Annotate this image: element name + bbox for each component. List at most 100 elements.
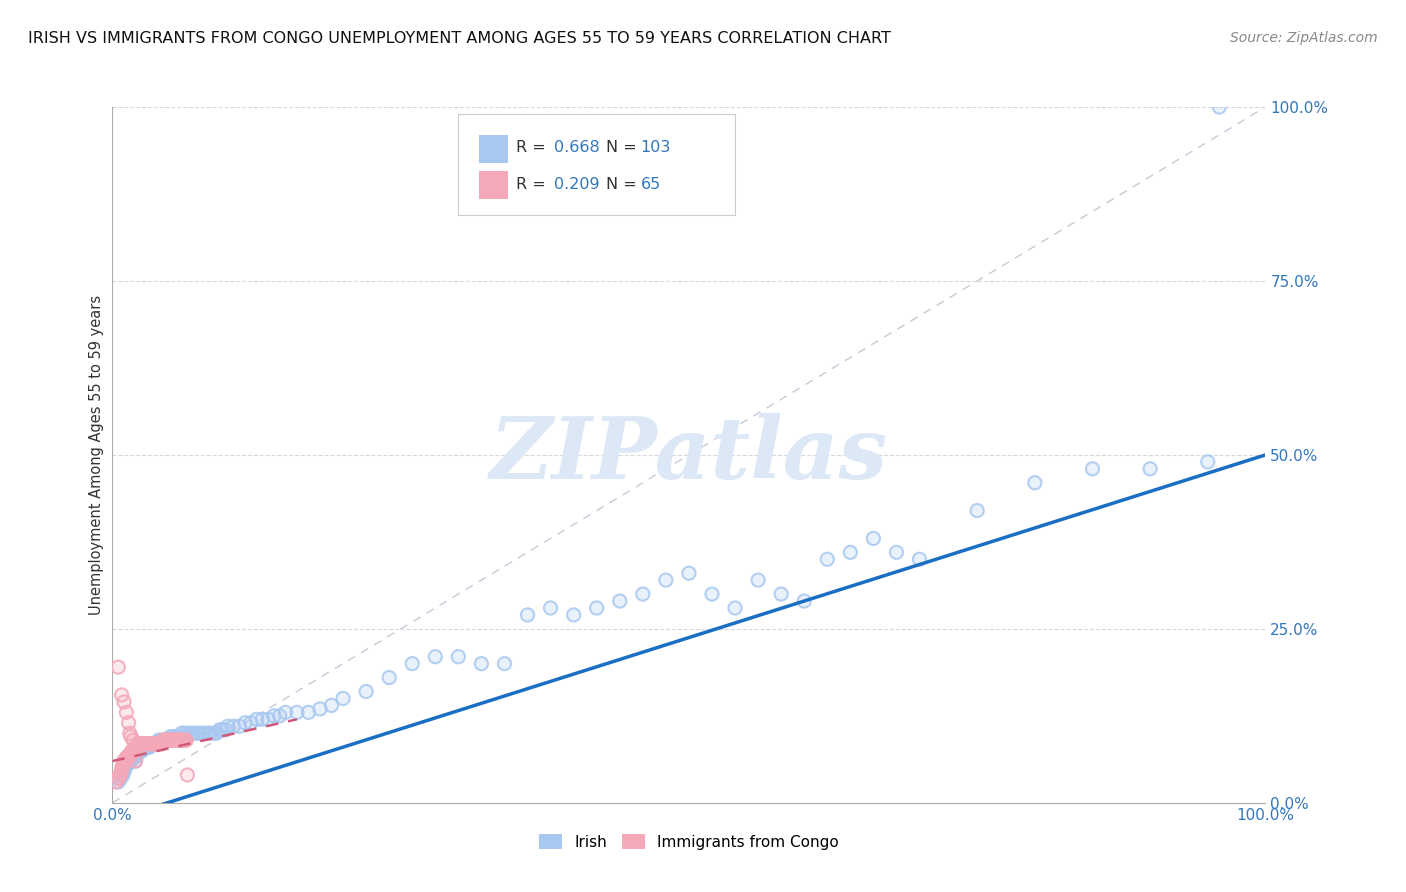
Point — [120, 754, 142, 768]
Point — [724, 601, 747, 615]
Point — [117, 750, 139, 764]
Text: 103: 103 — [641, 140, 671, 155]
Point — [202, 726, 225, 740]
Point — [155, 733, 177, 747]
Point — [815, 552, 838, 566]
Point — [136, 740, 159, 755]
Point — [131, 737, 153, 751]
Point — [143, 737, 166, 751]
Point — [173, 726, 195, 740]
Point — [724, 601, 747, 615]
Point — [309, 702, 332, 716]
Point — [141, 737, 163, 751]
Point — [128, 737, 150, 751]
Point — [124, 750, 146, 764]
Point — [332, 691, 354, 706]
Point — [609, 594, 631, 608]
Point — [173, 726, 195, 740]
Point — [169, 733, 191, 747]
Point — [129, 744, 153, 758]
Point — [274, 706, 297, 720]
Text: N =: N = — [606, 177, 641, 192]
Point — [172, 733, 194, 747]
Point — [169, 733, 191, 747]
Point — [149, 737, 172, 751]
Point — [246, 712, 269, 726]
Point — [136, 737, 159, 751]
Point — [112, 764, 135, 779]
Point — [111, 768, 134, 782]
Point — [112, 754, 135, 768]
Bar — [479, 171, 508, 199]
Point — [908, 552, 931, 566]
Point — [118, 754, 141, 768]
Point — [966, 503, 988, 517]
Point — [122, 733, 145, 747]
Point — [793, 594, 815, 608]
Point — [128, 744, 150, 758]
Point — [112, 754, 135, 768]
Point — [321, 698, 343, 713]
Point — [122, 750, 145, 764]
Point — [1208, 100, 1230, 114]
Point — [159, 733, 181, 747]
Point — [156, 733, 179, 747]
Point — [214, 723, 236, 737]
Point — [1139, 462, 1161, 476]
Point — [152, 733, 174, 747]
Point — [540, 601, 562, 615]
Point — [862, 532, 884, 546]
Point — [354, 684, 377, 698]
Point — [174, 733, 197, 747]
Point — [966, 503, 988, 517]
Point — [124, 750, 146, 764]
Point — [470, 657, 492, 671]
Point — [111, 764, 134, 779]
Point — [118, 726, 141, 740]
Point — [145, 737, 167, 751]
Point — [200, 726, 222, 740]
Point — [170, 726, 193, 740]
Text: Source: ZipAtlas.com: Source: ZipAtlas.com — [1230, 31, 1378, 45]
Point — [121, 750, 143, 764]
Point — [153, 733, 176, 747]
Point — [145, 737, 167, 751]
Point — [117, 715, 139, 730]
Point — [139, 737, 162, 751]
Point — [157, 733, 180, 747]
Point — [150, 737, 173, 751]
Point — [886, 545, 908, 559]
Point — [862, 532, 884, 546]
Point — [747, 573, 769, 587]
Point — [132, 740, 155, 755]
Point — [269, 708, 291, 723]
Point — [143, 737, 166, 751]
Point — [110, 772, 132, 786]
Point — [160, 733, 183, 747]
Point — [233, 715, 256, 730]
Point — [186, 726, 208, 740]
Point — [115, 757, 138, 772]
Point — [156, 733, 179, 747]
Text: R =: R = — [516, 177, 551, 192]
Point — [111, 764, 134, 779]
Point — [562, 607, 585, 622]
Point — [111, 757, 134, 772]
Point — [108, 768, 131, 782]
Point — [170, 733, 193, 747]
Point — [540, 601, 562, 615]
Point — [118, 754, 141, 768]
Point — [1081, 462, 1104, 476]
Point — [134, 737, 156, 751]
Point — [252, 712, 274, 726]
Point — [142, 737, 165, 751]
Point — [205, 726, 228, 740]
Text: IRISH VS IMMIGRANTS FROM CONGO UNEMPLOYMENT AMONG AGES 55 TO 59 YEARS CORRELATIO: IRISH VS IMMIGRANTS FROM CONGO UNEMPLOYM… — [28, 31, 891, 46]
Point — [132, 737, 155, 751]
Point — [134, 740, 156, 755]
Point — [174, 733, 197, 747]
Point — [155, 733, 177, 747]
Point — [111, 768, 134, 782]
Point — [378, 671, 401, 685]
Point — [228, 719, 250, 733]
